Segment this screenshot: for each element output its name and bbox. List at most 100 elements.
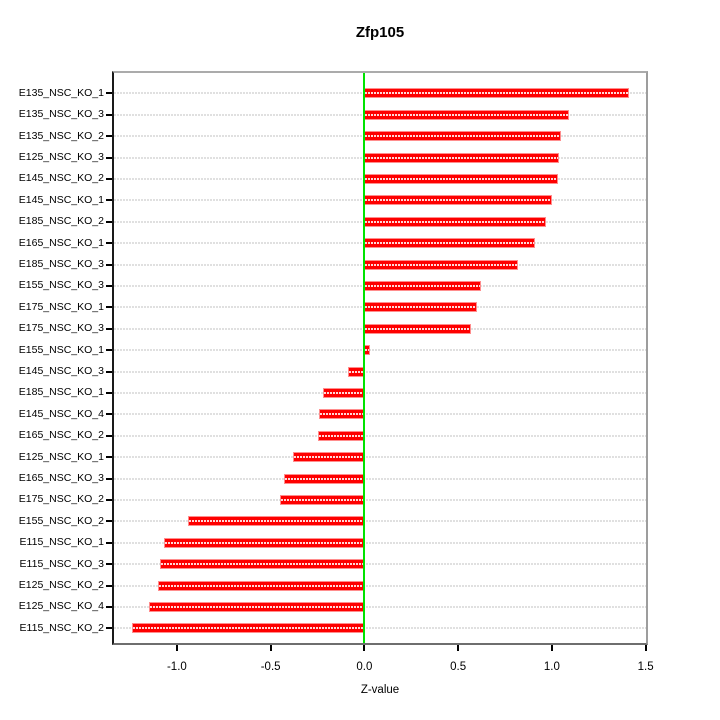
y-axis-label: E135_NSC_KO_1 [18, 86, 104, 99]
bar [317, 430, 365, 441]
grid-line [114, 563, 646, 566]
bar [188, 516, 365, 527]
bar [364, 109, 569, 120]
bar [364, 216, 547, 227]
y-axis-label: E155_NSC_KO_3 [18, 279, 104, 292]
x-axis-tick-label: 1.0 [543, 661, 560, 673]
y-axis-tick [106, 349, 112, 352]
bar [364, 302, 477, 313]
x-axis-tick-label: 0.5 [450, 661, 467, 673]
x-axis-tick [457, 645, 460, 651]
bar [163, 537, 365, 548]
y-axis-tick [106, 113, 112, 116]
bar [364, 173, 558, 184]
y-axis-tick [106, 370, 112, 373]
x-axis-tick [550, 645, 553, 651]
y-axis-tick [106, 391, 112, 394]
y-axis-label: E165_NSC_KO_3 [18, 472, 104, 484]
y-axis-tick [106, 627, 112, 630]
y-axis-tick [106, 284, 112, 287]
bar [364, 280, 481, 291]
x-axis-tick-label: -0.5 [260, 661, 281, 673]
y-axis-label: E135_NSC_KO_3 [18, 108, 104, 121]
bar [283, 473, 365, 484]
y-axis-label: E185_NSC_KO_3 [18, 258, 104, 270]
plot-area [114, 73, 646, 643]
y-axis-tick [106, 434, 112, 437]
y-axis-label: E165_NSC_KO_2 [18, 429, 104, 442]
grid-line [114, 477, 646, 480]
bar [364, 152, 560, 163]
grid-line [114, 456, 646, 459]
y-axis-label: E145_NSC_KO_3 [18, 365, 104, 377]
bar [131, 623, 365, 634]
y-axis-label: E125_NSC_KO_3 [18, 151, 104, 163]
y-axis-label: E115_NSC_KO_2 [19, 621, 104, 634]
x-axis-tick [644, 645, 647, 651]
grid-line [114, 391, 646, 394]
y-axis-tick [106, 92, 112, 95]
x-axis-tick-label: 1.5 [637, 661, 654, 673]
x-axis-tick [269, 645, 272, 651]
y-axis-label: E125_NSC_KO_4 [18, 600, 104, 613]
y-axis-label: E155_NSC_KO_1 [18, 343, 104, 356]
y-axis-tick [106, 177, 112, 180]
bar [319, 409, 365, 420]
grid-line [114, 349, 646, 352]
x-axis-tick-label: 0.0 [356, 661, 373, 673]
grid-line [114, 498, 646, 501]
y-axis-label: E115_NSC_KO_3 [19, 557, 104, 570]
y-axis-label: E145_NSC_KO_4 [18, 407, 104, 420]
y-axis-label: E185_NSC_KO_2 [18, 215, 104, 228]
y-axis-label: E125_NSC_KO_1 [18, 450, 104, 463]
x-axis-title: Z-value [360, 684, 400, 696]
grid-line [114, 627, 646, 630]
grid-line [114, 370, 646, 373]
zero-reference-line [363, 73, 366, 643]
y-axis-tick [106, 584, 112, 587]
bar [323, 387, 365, 398]
grid-line [114, 413, 646, 416]
bar [347, 366, 365, 377]
x-axis-tick [175, 645, 178, 651]
bar [364, 88, 629, 99]
y-axis-tick [106, 541, 112, 544]
y-axis-tick [106, 199, 112, 202]
grid-line [114, 584, 646, 587]
y-axis-label: E155_NSC_KO_2 [18, 514, 104, 527]
y-axis-label: E175_NSC_KO_1 [18, 300, 104, 313]
plot-box [112, 71, 648, 645]
y-axis-label: E125_NSC_KO_2 [18, 579, 104, 591]
y-axis-tick [106, 263, 112, 266]
y-axis-tick [106, 156, 112, 159]
y-axis-tick [106, 477, 112, 480]
y-axis-tick [106, 306, 112, 309]
bar [293, 452, 365, 463]
y-axis-label: E115_NSC_KO_1 [19, 536, 104, 549]
y-axis-tick [106, 220, 112, 223]
bar [280, 494, 365, 505]
grid-line [114, 434, 646, 437]
y-axis-tick [106, 135, 112, 138]
bar [160, 559, 365, 570]
y-axis-tick [106, 456, 112, 459]
grid-line [114, 541, 646, 544]
bar [364, 195, 552, 206]
y-axis-tick [106, 563, 112, 566]
grid-line [114, 520, 646, 523]
x-axis-tick [363, 645, 366, 651]
bar [364, 238, 536, 249]
y-axis-tick [106, 498, 112, 501]
y-axis-label: E185_NSC_KO_1 [18, 386, 104, 399]
y-axis-label: E145_NSC_KO_2 [18, 172, 104, 185]
y-axis-tick [106, 242, 112, 245]
bar [364, 259, 519, 270]
bar [148, 601, 365, 612]
y-axis-label: E165_NSC_KO_1 [18, 236, 104, 249]
y-axis-tick [106, 605, 112, 608]
y-axis-label: E135_NSC_KO_2 [18, 129, 104, 142]
chart-title: Zfp105 [355, 24, 405, 41]
bar [364, 131, 562, 142]
grid-line [114, 605, 646, 608]
